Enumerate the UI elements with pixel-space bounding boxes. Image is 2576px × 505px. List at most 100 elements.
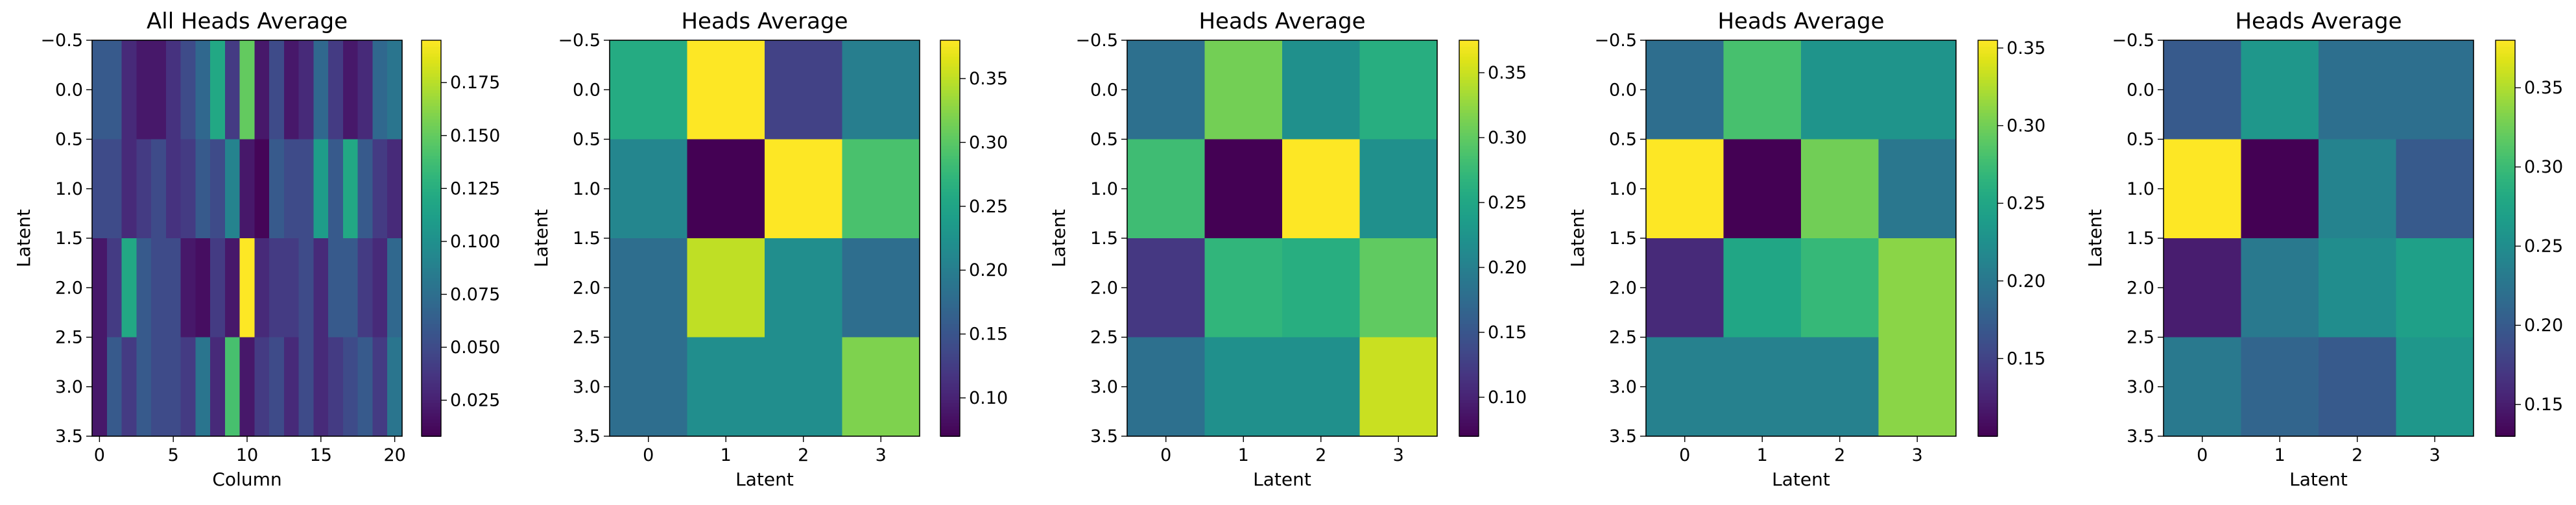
colorbar-segment (2496, 419, 2515, 424)
colorbar-segment (1978, 274, 1998, 278)
colorbar-segment (2496, 307, 2515, 312)
colorbar-segment (1459, 191, 1479, 196)
x-axis-label: Latent (1253, 469, 1311, 490)
colorbar-segment (1978, 139, 1998, 143)
colorbar-segment (422, 393, 441, 397)
colorbar-segment (2496, 403, 2515, 408)
colorbar-segment (1459, 429, 1479, 434)
colorbar-segment (1978, 208, 1998, 213)
heatmap-cell (1801, 238, 1879, 338)
colorbar-segment (1459, 162, 1479, 166)
colorbar-segment (1978, 383, 1998, 388)
heatmap-cell (165, 40, 182, 140)
y-axis-label: Latent (2084, 209, 2106, 267)
heatmap-cell (195, 337, 211, 437)
colorbar-segment (422, 162, 441, 166)
colorbar-segment (422, 228, 441, 232)
colorbar-segment (422, 191, 441, 196)
colorbar-segment (2496, 123, 2515, 127)
colorbar-segment (1978, 50, 1998, 55)
colorbar-segment (1978, 432, 1998, 437)
colorbar-segment (1459, 166, 1479, 170)
heatmap-cell (1204, 40, 1283, 140)
colorbar-segment (1459, 119, 1479, 123)
heatmap-cell (239, 337, 255, 437)
colorbar-segment (2496, 109, 2515, 114)
colorbar-segment (1459, 202, 1479, 206)
y-tick-label: 1.5 (573, 228, 601, 249)
heatmap-cell (1801, 40, 1879, 140)
colorbar-segment (2496, 248, 2515, 252)
heatmap-cell (1359, 337, 1438, 437)
colorbar-segment (1459, 403, 1479, 408)
x-tick-label: 3 (876, 445, 887, 465)
heatmap-cell (298, 139, 315, 239)
colorbar-segment (1459, 47, 1479, 51)
colorbar-segment (1459, 343, 1479, 348)
colorbar-segment (1978, 251, 1998, 256)
colorbar-segment (1459, 83, 1479, 87)
colorbar-segment (940, 56, 960, 61)
colorbar-segment (1459, 278, 1479, 282)
colorbar-segment (2496, 50, 2515, 55)
y-tick-label: −0.5 (1075, 31, 1118, 51)
colorbar-segment (2496, 225, 2515, 229)
colorbar-segment (422, 73, 441, 77)
colorbar-segment (940, 136, 960, 140)
colorbar-segment (422, 129, 441, 134)
colorbar-segment (1978, 343, 1998, 348)
colorbar-segment (1978, 297, 1998, 302)
heatmap-cell (1646, 40, 1724, 140)
colorbar-segment (2496, 423, 2515, 427)
colorbar-segment (422, 321, 441, 325)
heatmap-cell (1723, 40, 1802, 140)
colorbar-segment (2496, 370, 2515, 375)
colorbar-segment (940, 294, 960, 299)
y-tick-label: 1.0 (573, 179, 601, 199)
y-axis-label: Latent (531, 209, 552, 267)
colorbar-segment (1978, 106, 1998, 110)
colorbar-segment (1978, 373, 1998, 378)
heatmap-cell (254, 238, 270, 338)
colorbar-tick-label: 0.25 (2007, 193, 2045, 214)
x-tick-label: 2 (1315, 445, 1326, 465)
y-tick-label: 0.0 (573, 80, 601, 100)
heatmap-cell (2241, 40, 2319, 140)
heatmap-cell (387, 337, 403, 437)
colorbar-segment (940, 83, 960, 87)
colorbar-segment (422, 307, 441, 312)
colorbar-segment (2496, 195, 2515, 199)
colorbar-segment (422, 317, 441, 321)
heatmap-cell (387, 40, 403, 140)
colorbar-segment (1459, 363, 1479, 368)
heatmap-cell (151, 40, 167, 140)
colorbar-segment (2496, 406, 2515, 411)
colorbar-segment (2496, 271, 2515, 275)
colorbar-segment (2496, 350, 2515, 354)
x-tick-label: 3 (1912, 445, 1923, 465)
colorbar-tick-label: 0.10 (969, 388, 1008, 408)
heatmap-cell (2319, 139, 2397, 239)
colorbar-segment (940, 199, 960, 203)
colorbar-segment (1459, 350, 1479, 354)
colorbar-segment (2496, 278, 2515, 282)
colorbar-segment (1459, 221, 1479, 226)
colorbar-segment (422, 432, 441, 437)
colorbar-segment (2496, 337, 2515, 341)
colorbar-segment (422, 126, 441, 130)
colorbar-segment (422, 103, 441, 107)
colorbar-segment (2496, 166, 2515, 170)
colorbar-segment (422, 330, 441, 335)
x-tick-label: 20 (383, 445, 405, 465)
colorbar-segment (1978, 142, 1998, 147)
colorbar-segment (422, 60, 441, 64)
colorbar-segment (422, 116, 441, 120)
colorbar-segment (940, 43, 960, 47)
colorbar-segment (2496, 142, 2515, 147)
colorbar-segment (940, 208, 960, 213)
colorbar-segment (1978, 397, 1998, 400)
colorbar-segment (940, 69, 960, 74)
colorbar-segment (2496, 343, 2515, 348)
colorbar-segment (940, 278, 960, 282)
colorbar-segment (1978, 99, 1998, 104)
